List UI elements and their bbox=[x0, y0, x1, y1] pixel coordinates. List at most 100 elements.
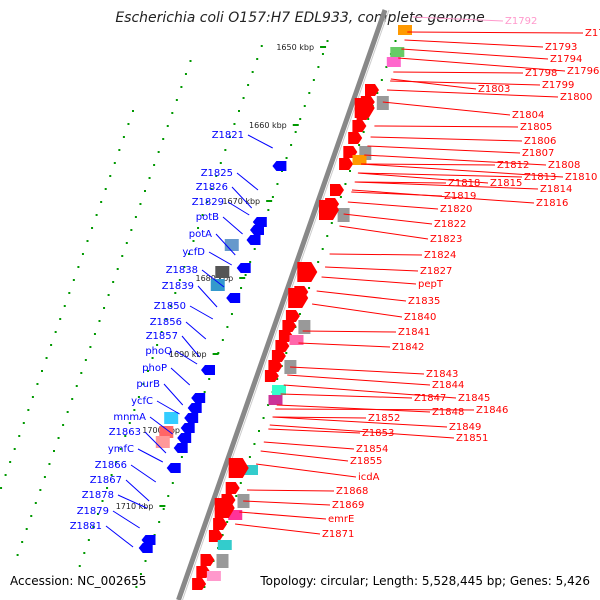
track-dot bbox=[122, 136, 125, 138]
gene-label-leader bbox=[236, 172, 259, 191]
gene-label-leader bbox=[367, 145, 521, 154]
track-dot bbox=[139, 573, 142, 575]
track-dot bbox=[128, 422, 131, 424]
gene-label-z1854: Z1854 bbox=[356, 444, 388, 455]
track-dot bbox=[112, 281, 115, 283]
gene-label-z1821: Z1821 bbox=[212, 130, 244, 141]
track-dot bbox=[247, 84, 250, 86]
track-dot bbox=[110, 474, 113, 476]
gene-label-leader bbox=[105, 525, 134, 548]
gene-block-colored bbox=[398, 25, 412, 35]
track-dot bbox=[184, 73, 187, 75]
gene-label-z1863: Z1863 bbox=[109, 427, 141, 438]
track-dot bbox=[109, 175, 112, 177]
track-dot bbox=[276, 378, 279, 380]
track-dot bbox=[0, 487, 3, 489]
track-dot bbox=[249, 261, 252, 263]
track-dot bbox=[183, 266, 186, 268]
track-dot bbox=[239, 482, 242, 484]
gene-arrow-reverse bbox=[236, 263, 251, 273]
track-dot bbox=[36, 383, 39, 385]
gene-label-leader bbox=[390, 78, 477, 90]
track-dot bbox=[317, 66, 320, 68]
gene-label-leader bbox=[231, 186, 253, 209]
gene-arrow-reverse bbox=[246, 235, 261, 245]
track-dot bbox=[235, 495, 238, 497]
gene-label-z1825: Z1825 bbox=[201, 168, 233, 179]
gene-label-z1879: Z1879 bbox=[77, 506, 109, 517]
scale-tick-label: 1660 kbp bbox=[249, 121, 287, 130]
gene-label-z1838: Z1838 bbox=[166, 265, 198, 276]
track-dot bbox=[96, 513, 99, 515]
track-dot bbox=[197, 227, 200, 229]
track-dot bbox=[113, 162, 116, 164]
gene-arrow-forward-large bbox=[228, 458, 249, 478]
gene-label-leader bbox=[361, 163, 564, 178]
track-dot bbox=[171, 482, 174, 484]
gene-label-leader bbox=[247, 134, 273, 149]
gene-label-leader bbox=[181, 335, 200, 358]
gene-label-leader bbox=[197, 285, 218, 308]
gene-arrow-reverse bbox=[252, 217, 267, 227]
gene-label-phop: phoP bbox=[142, 363, 167, 374]
track-dot bbox=[349, 170, 351, 172]
track-dot bbox=[206, 201, 209, 203]
track-dot bbox=[62, 424, 65, 426]
track-dot bbox=[27, 409, 30, 411]
track-dot bbox=[228, 136, 231, 138]
gene-arrow-reverse bbox=[180, 423, 195, 433]
track-dot bbox=[18, 435, 21, 437]
track-dot bbox=[156, 344, 159, 346]
gene-label-z1789: Z1789 bbox=[585, 28, 600, 39]
track-dot bbox=[256, 58, 259, 60]
gene-label-leader bbox=[351, 189, 535, 204]
gene-label-z1814: Z1814 bbox=[540, 184, 572, 195]
gene-label-leader bbox=[222, 216, 243, 235]
track-dot bbox=[171, 112, 174, 114]
track-dot bbox=[34, 502, 37, 504]
gene-label-z1842: Z1842 bbox=[392, 342, 424, 353]
track-dot bbox=[135, 586, 138, 588]
track-dot bbox=[321, 53, 324, 55]
gene-label-z1827: Z1827 bbox=[420, 266, 452, 277]
gene-label-leader bbox=[263, 441, 355, 450]
track-dot bbox=[91, 227, 94, 229]
gene-arrow-forward-large bbox=[214, 498, 235, 518]
gene-block-colored bbox=[206, 571, 221, 581]
track-dot bbox=[226, 326, 229, 328]
track-dot bbox=[84, 359, 87, 361]
track-dot bbox=[59, 318, 62, 320]
track-dot bbox=[139, 203, 142, 205]
track-dot bbox=[45, 357, 48, 359]
track-dot bbox=[130, 229, 133, 231]
track-dot bbox=[53, 450, 55, 452]
gene-label-z1867: Z1867 bbox=[90, 475, 122, 486]
gene-label-leader bbox=[361, 163, 496, 166]
gene-label-z1824: Z1824 bbox=[424, 250, 456, 261]
track-dot bbox=[244, 274, 247, 276]
track-dot bbox=[203, 586, 206, 588]
gene-label-z1829: Z1829 bbox=[192, 197, 224, 208]
scale-tick-label: 1670 kbp bbox=[222, 197, 260, 206]
gene-arrow-forward bbox=[352, 120, 367, 132]
gene-label-leader bbox=[370, 136, 523, 142]
genome-backbone bbox=[176, 9, 388, 600]
track-dot bbox=[21, 541, 24, 543]
gene-arrow-forward bbox=[192, 578, 207, 590]
gene-label-z1846: Z1846 bbox=[476, 405, 508, 416]
gene-label-leader bbox=[298, 342, 391, 348]
track-dot bbox=[107, 294, 110, 296]
scale-tick-label: 1650 kbp bbox=[276, 43, 314, 52]
gene-label-leader bbox=[269, 424, 455, 439]
track-dot bbox=[344, 183, 347, 185]
gene-label-leader bbox=[347, 201, 439, 210]
track-dot bbox=[124, 435, 127, 437]
gene-label-leader bbox=[325, 266, 419, 272]
gene-label-z1804: Z1804 bbox=[512, 110, 544, 121]
gene-label-leader bbox=[276, 404, 431, 413]
gene-label-leader bbox=[208, 251, 232, 266]
gene-arrow-forward bbox=[264, 370, 279, 382]
track-dot bbox=[54, 331, 57, 333]
gene-label-leader bbox=[364, 154, 547, 166]
track-dot bbox=[294, 131, 297, 133]
